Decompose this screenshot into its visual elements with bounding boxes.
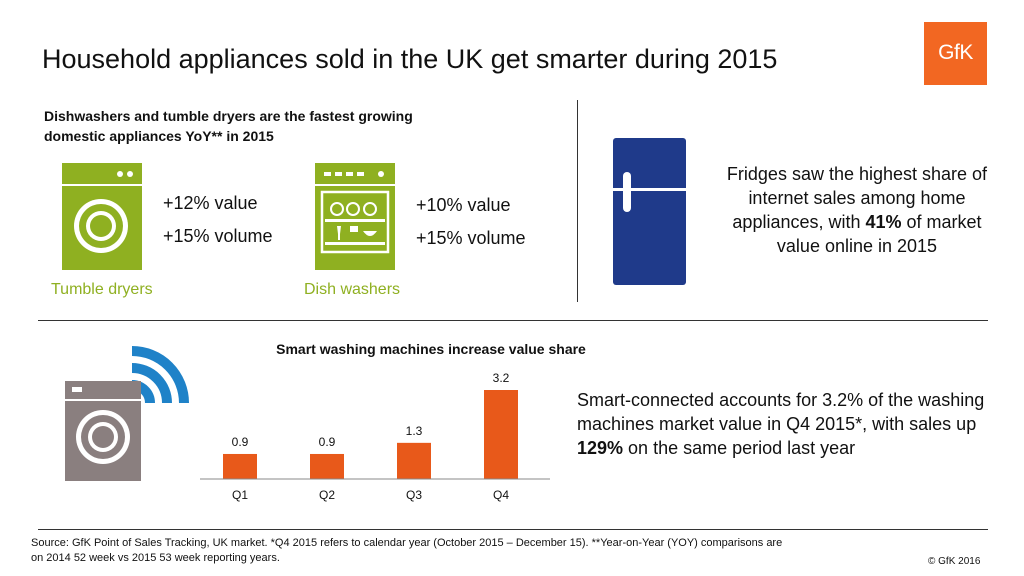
data-label-q1: 0.9 bbox=[232, 435, 249, 449]
gfk-logo: GfK bbox=[924, 22, 987, 85]
data-label-q3: 1.3 bbox=[406, 424, 423, 438]
smart-washing-machine-icon bbox=[65, 346, 189, 481]
fridge-description: Fridges saw the highest share of interne… bbox=[712, 162, 1002, 258]
section-heading: Dishwashers and tumble dryers are the fa… bbox=[44, 106, 413, 146]
chart-title: Smart washing machines increase value sh… bbox=[276, 341, 586, 357]
smart-text-before: Smart-connected accounts for 3.2% of the… bbox=[577, 390, 985, 434]
horizontal-divider bbox=[38, 320, 988, 321]
vertical-divider bbox=[577, 100, 578, 302]
tumble-dryer-icon bbox=[62, 163, 142, 270]
fridge-text-bold: 41% bbox=[865, 212, 902, 232]
fridge-text-before: Fridges saw the highest share of interne… bbox=[726, 164, 988, 232]
tick-label-q1: Q1 bbox=[232, 488, 248, 502]
bar-q2 bbox=[310, 453, 344, 479]
bar-q4 bbox=[484, 390, 518, 479]
dishwasher-icon bbox=[315, 163, 395, 270]
smart-text-bold: 129% bbox=[577, 438, 624, 458]
smart-text-after: on the same period last year bbox=[623, 438, 856, 458]
smart-connected-description: Smart-connected accounts for 3.2% of the… bbox=[577, 388, 997, 460]
smart-washing-machines-bar-chart: 0.9 Q1 0.9 Q2 1.3 Q3 3.2 Q4 bbox=[200, 371, 550, 502]
copyright: © GfK 2016 bbox=[928, 556, 981, 567]
tumble-dryers-volume-stat: +15% volume bbox=[163, 226, 273, 246]
dish-washers-label: Dish washers bbox=[304, 281, 401, 298]
footer-divider bbox=[38, 529, 988, 530]
tick-label-q4: Q4 bbox=[493, 488, 509, 502]
section-heading-line2: domestic appliances YoY** in 2015 bbox=[44, 128, 274, 144]
source-line1: Source: GfK Point of Sales Tracking, UK … bbox=[31, 537, 783, 549]
dish-washers-volume-stat: +15% volume bbox=[416, 228, 526, 248]
fridge-icon bbox=[613, 138, 686, 285]
bar-q1 bbox=[223, 453, 257, 479]
section-heading-line1: Dishwashers and tumble dryers are the fa… bbox=[44, 108, 413, 124]
fridge-text-after: of market value online in 2015 bbox=[776, 212, 982, 256]
source-footnote: Source: GfK Point of Sales Tracking, UK … bbox=[31, 536, 931, 566]
source-line2: on 2014 52 week vs 2015 53 week reportin… bbox=[31, 552, 280, 564]
tick-label-q3: Q3 bbox=[406, 488, 422, 502]
tumble-dryers-value-stat: +12% value bbox=[163, 193, 258, 213]
data-label-q2: 0.9 bbox=[319, 435, 336, 449]
dish-washers-value-stat: +10% value bbox=[416, 195, 511, 215]
gfk-logo-text: GfK bbox=[938, 41, 973, 64]
data-label-q4: 3.2 bbox=[493, 371, 510, 385]
page-title: Household appliances sold in the UK get … bbox=[42, 44, 778, 74]
tick-label-q2: Q2 bbox=[319, 488, 335, 502]
bar-q3 bbox=[397, 442, 431, 479]
tumble-dryers-label: Tumble dryers bbox=[51, 281, 153, 298]
